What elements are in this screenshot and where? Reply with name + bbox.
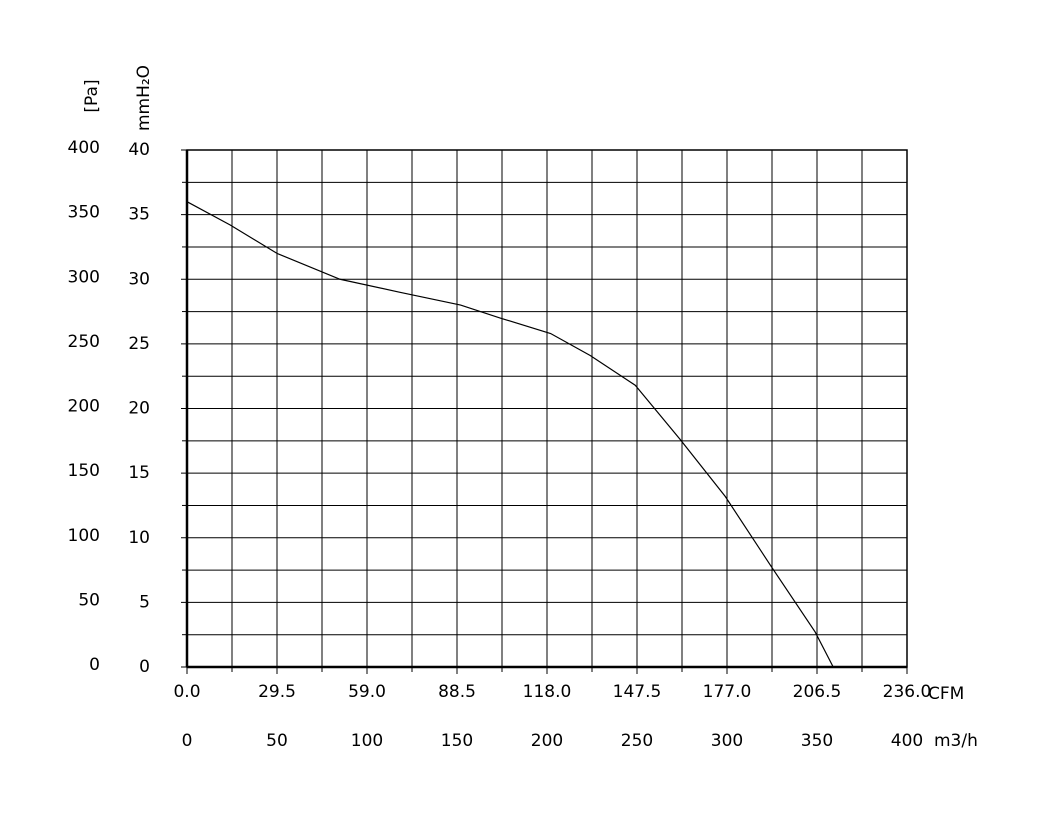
x2-tick-label: 118.0 — [523, 682, 572, 702]
x-tick-label: 200 — [531, 731, 563, 751]
y2-axis-label: mmH₂O — [134, 65, 154, 131]
curve — [186, 201, 834, 668]
y2-tick-label: 30 — [128, 269, 150, 289]
x-axis-label: m3/h — [934, 731, 978, 751]
x2-tick-label: 177.0 — [703, 682, 752, 702]
x-tick-label: 300 — [711, 731, 743, 751]
y2-tick-label: 25 — [128, 334, 150, 354]
x2-axis-label: CFM — [928, 684, 964, 704]
y2-tick-label: 5 — [139, 592, 150, 612]
y-tick-label: 50 — [78, 590, 100, 610]
x2-tick-label: 88.5 — [438, 682, 476, 702]
y-tick-label: 300 — [68, 267, 100, 287]
y2-tick-label: 40 — [128, 140, 150, 160]
y-tick-label: 150 — [68, 461, 100, 481]
y-tick-label: 200 — [68, 397, 100, 417]
x2-tick-label: 236.0 — [883, 682, 932, 702]
y2-tick-label: 20 — [128, 399, 150, 419]
x-tick-label: 150 — [441, 731, 473, 751]
y-tick-label: 400 — [68, 138, 100, 158]
x2-tick-label: 0.0 — [173, 682, 200, 702]
y2-tick-label: 35 — [128, 205, 150, 225]
y2-tick-label: 15 — [128, 463, 150, 483]
x-tick-label: 350 — [801, 731, 833, 751]
x2-tick-label: 29.5 — [258, 682, 296, 702]
x-tick-label: 50 — [266, 731, 288, 751]
x-tick-label: 400 — [891, 731, 923, 751]
x2-tick-label: 59.0 — [348, 682, 386, 702]
x-tick-label: 0 — [182, 731, 193, 751]
y2-tick-label: 0 — [139, 657, 150, 677]
y2-tick-label: 10 — [128, 528, 150, 548]
x2-tick-label: 206.5 — [793, 682, 842, 702]
y-tick-label: 350 — [68, 203, 100, 223]
y-tick-label: 250 — [68, 332, 100, 352]
y-axis-label: [Pa] — [82, 79, 102, 112]
x-tick-label: 100 — [351, 731, 383, 751]
x2-tick-label: 147.5 — [613, 682, 662, 702]
y-tick-label: 0 — [89, 655, 100, 675]
y-tick-label: 100 — [68, 526, 100, 546]
x-tick-label: 250 — [621, 731, 653, 751]
